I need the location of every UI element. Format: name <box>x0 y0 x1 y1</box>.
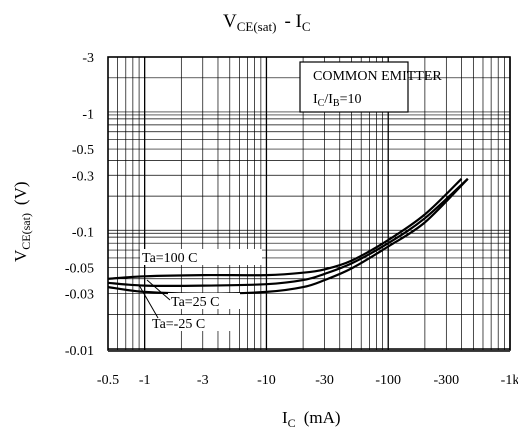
chart-title: VCE(sat) - IC <box>223 11 311 34</box>
legend-line-2: IC/IB=10 <box>313 92 361 109</box>
series-line-1 <box>107 177 469 287</box>
y-tick-label: -3 <box>82 51 94 66</box>
y-axis-label: VCE(sat)(V) <box>11 181 33 262</box>
plot-frame <box>107 56 511 351</box>
annotation-bg-m25 <box>150 315 232 331</box>
legend-box: COMMON EMITTER IC/IB=10 <box>299 61 442 113</box>
x-tick-label: -1k <box>501 373 518 388</box>
series-line-0 <box>107 178 463 280</box>
annotation-ta-m25: Ta=-25 C <box>152 317 205 332</box>
annotation-ta-100: Ta=100 C <box>142 251 198 266</box>
annotations: Ta=100 C Ta=25 C Ta=-25 C <box>138 249 262 332</box>
annotation-pointer-m25 <box>138 284 159 319</box>
y-tick-label: -0.3 <box>72 169 94 184</box>
annotation-pointer-25 <box>146 279 171 301</box>
legend-line-1: COMMON EMITTER <box>313 69 442 84</box>
annotation-ta-25: Ta=25 C <box>171 295 220 310</box>
x-axis-label: IC (mA) <box>282 408 341 430</box>
tick-labels: -0.5 -1 -3 -10 -30 -100 -300 -1k -0.01 -0.03 -0.05… <box>65 51 518 388</box>
x-tick-label: -0.5 <box>97 373 119 388</box>
grid <box>107 56 511 352</box>
y-tick-label: -0.5 <box>72 143 94 158</box>
x-tick-label: -300 <box>433 373 459 388</box>
annotation-bg-25 <box>168 293 240 309</box>
y-tick-label: -1 <box>82 107 94 122</box>
y-tick-label: -0.1 <box>72 226 94 241</box>
x-tick-label: -30 <box>315 373 334 388</box>
y-tick-label: -0.01 <box>65 344 94 359</box>
annotation-bg-100 <box>140 249 262 265</box>
x-tick-label: -3 <box>197 373 209 388</box>
y-tick-label: -0.03 <box>65 288 94 303</box>
y-tick-label: -0.05 <box>65 261 94 276</box>
x-tick-label: -10 <box>257 373 276 388</box>
x-tick-label: -100 <box>375 373 401 388</box>
legend-background <box>299 61 409 113</box>
x-tick-label: -1 <box>139 373 151 388</box>
